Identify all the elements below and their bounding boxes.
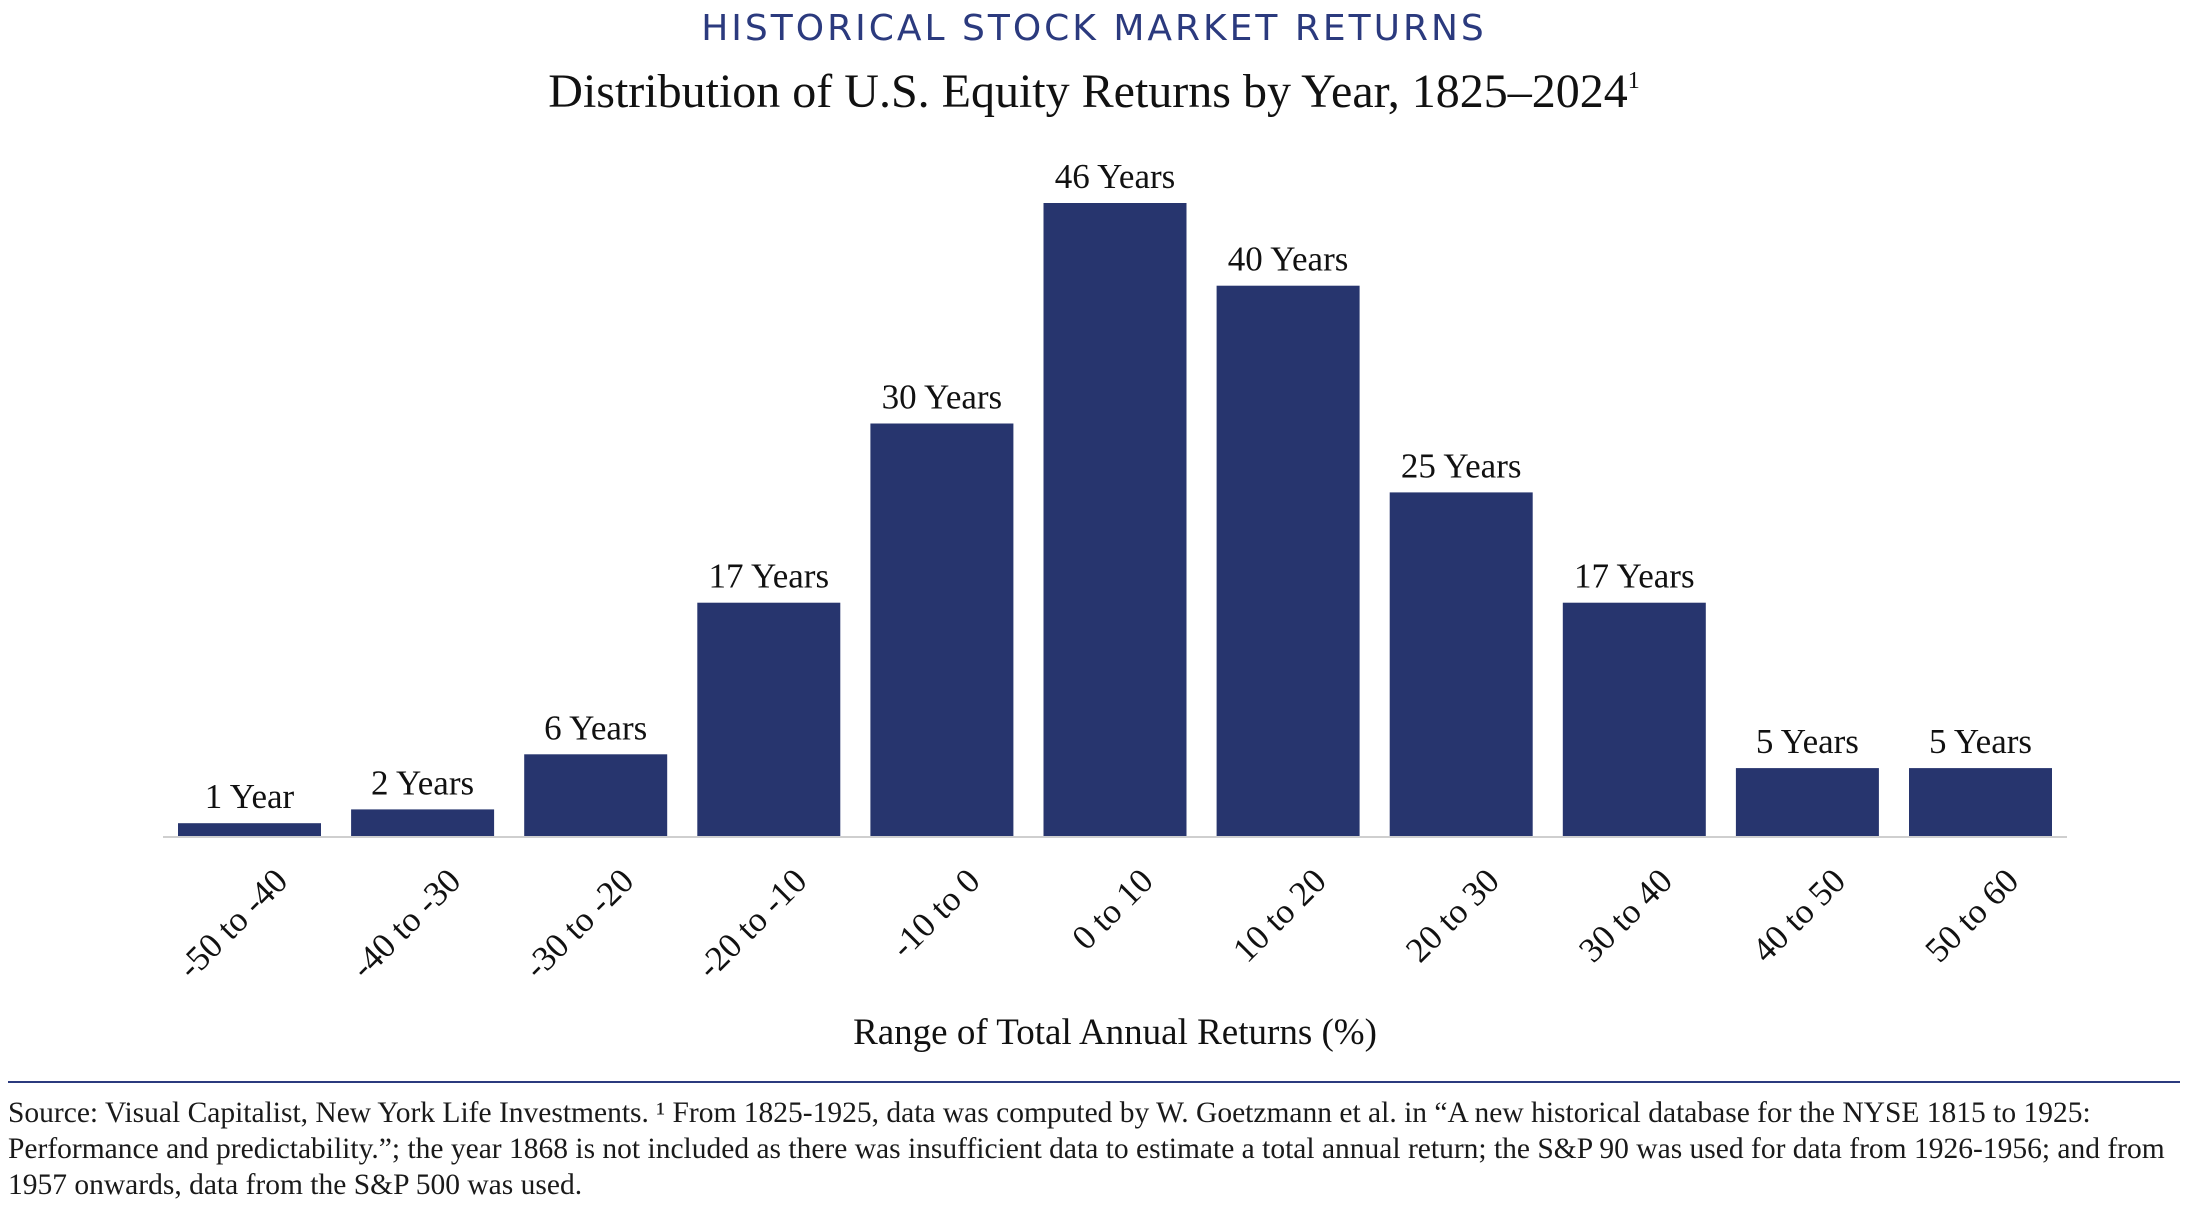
x-tick-label-2: -30 to -20: [516, 861, 641, 986]
bar-4: [870, 423, 1014, 837]
bars-group: [178, 203, 2052, 837]
value-label-10: 5 Years: [1929, 722, 2032, 761]
x-tick-label-6: 10 to 20: [1225, 861, 1334, 970]
value-label-8: 17 Years: [1574, 557, 1695, 596]
value-label-1: 2 Years: [371, 763, 474, 802]
x-tick-label-3: -20 to -10: [689, 861, 814, 986]
value-label-5: 46 Years: [1055, 157, 1176, 196]
bar-2: [524, 754, 668, 837]
value-label-3: 17 Years: [709, 557, 830, 596]
x-tick-label-1: -40 to -30: [343, 861, 468, 986]
x-tick-label-5: 0 to 10: [1064, 861, 1160, 957]
x-tick-label-8: 30 to 40: [1571, 861, 1680, 970]
title-footnote-marker: 1: [1627, 68, 1640, 94]
bar-chart: 1 Year 2 Years 6 Years 17 Years 30 Years 46 Y…: [163, 157, 2067, 1053]
value-label-7: 25 Years: [1401, 446, 1522, 485]
bar-0: [178, 823, 321, 837]
chart-kicker: HISTORICAL STOCK MARKET RETURNS: [701, 8, 1487, 49]
tick-labels-group: -50 to -40 -40 to -30 -30 to -20 -20 to -10…: [170, 861, 2026, 986]
x-axis-title: Range of Total Annual Returns (%): [853, 1012, 1377, 1053]
bar-1: [351, 809, 495, 837]
bar-9: [1735, 768, 1879, 837]
value-label-6: 40 Years: [1228, 240, 1349, 279]
chart-title-text: Distribution of U.S. Equity Returns by Y…: [548, 65, 1628, 118]
value-label-2: 6 Years: [544, 708, 647, 747]
bar-7: [1389, 492, 1533, 837]
bar-10: [1909, 768, 2052, 837]
value-label-9: 5 Years: [1756, 722, 1859, 761]
x-tick-label-10: 50 to 60: [1917, 861, 2026, 970]
x-tick-label-9: 40 to 50: [1744, 861, 1853, 970]
bar-8: [1562, 602, 1706, 837]
value-label-4: 30 Years: [882, 378, 1003, 417]
bar-3: [697, 602, 841, 837]
chart-title: Distribution of U.S. Equity Returns by Y…: [0, 64, 2188, 119]
bar-6: [1216, 285, 1360, 837]
x-tick-label-4: -10 to 0: [883, 861, 988, 966]
value-labels-group: 1 Year 2 Years 6 Years 17 Years 30 Years 46 Y…: [205, 157, 2032, 816]
footnote-divider: [8, 1081, 2180, 1083]
bar-5: [1043, 203, 1187, 837]
source-footnote: Source: Visual Capitalist, New York Life…: [8, 1097, 2165, 1201]
x-tick-label-7: 20 to 30: [1398, 861, 1507, 970]
x-tick-label-0: -50 to -40: [170, 861, 295, 986]
value-label-0: 1 Year: [205, 777, 295, 816]
